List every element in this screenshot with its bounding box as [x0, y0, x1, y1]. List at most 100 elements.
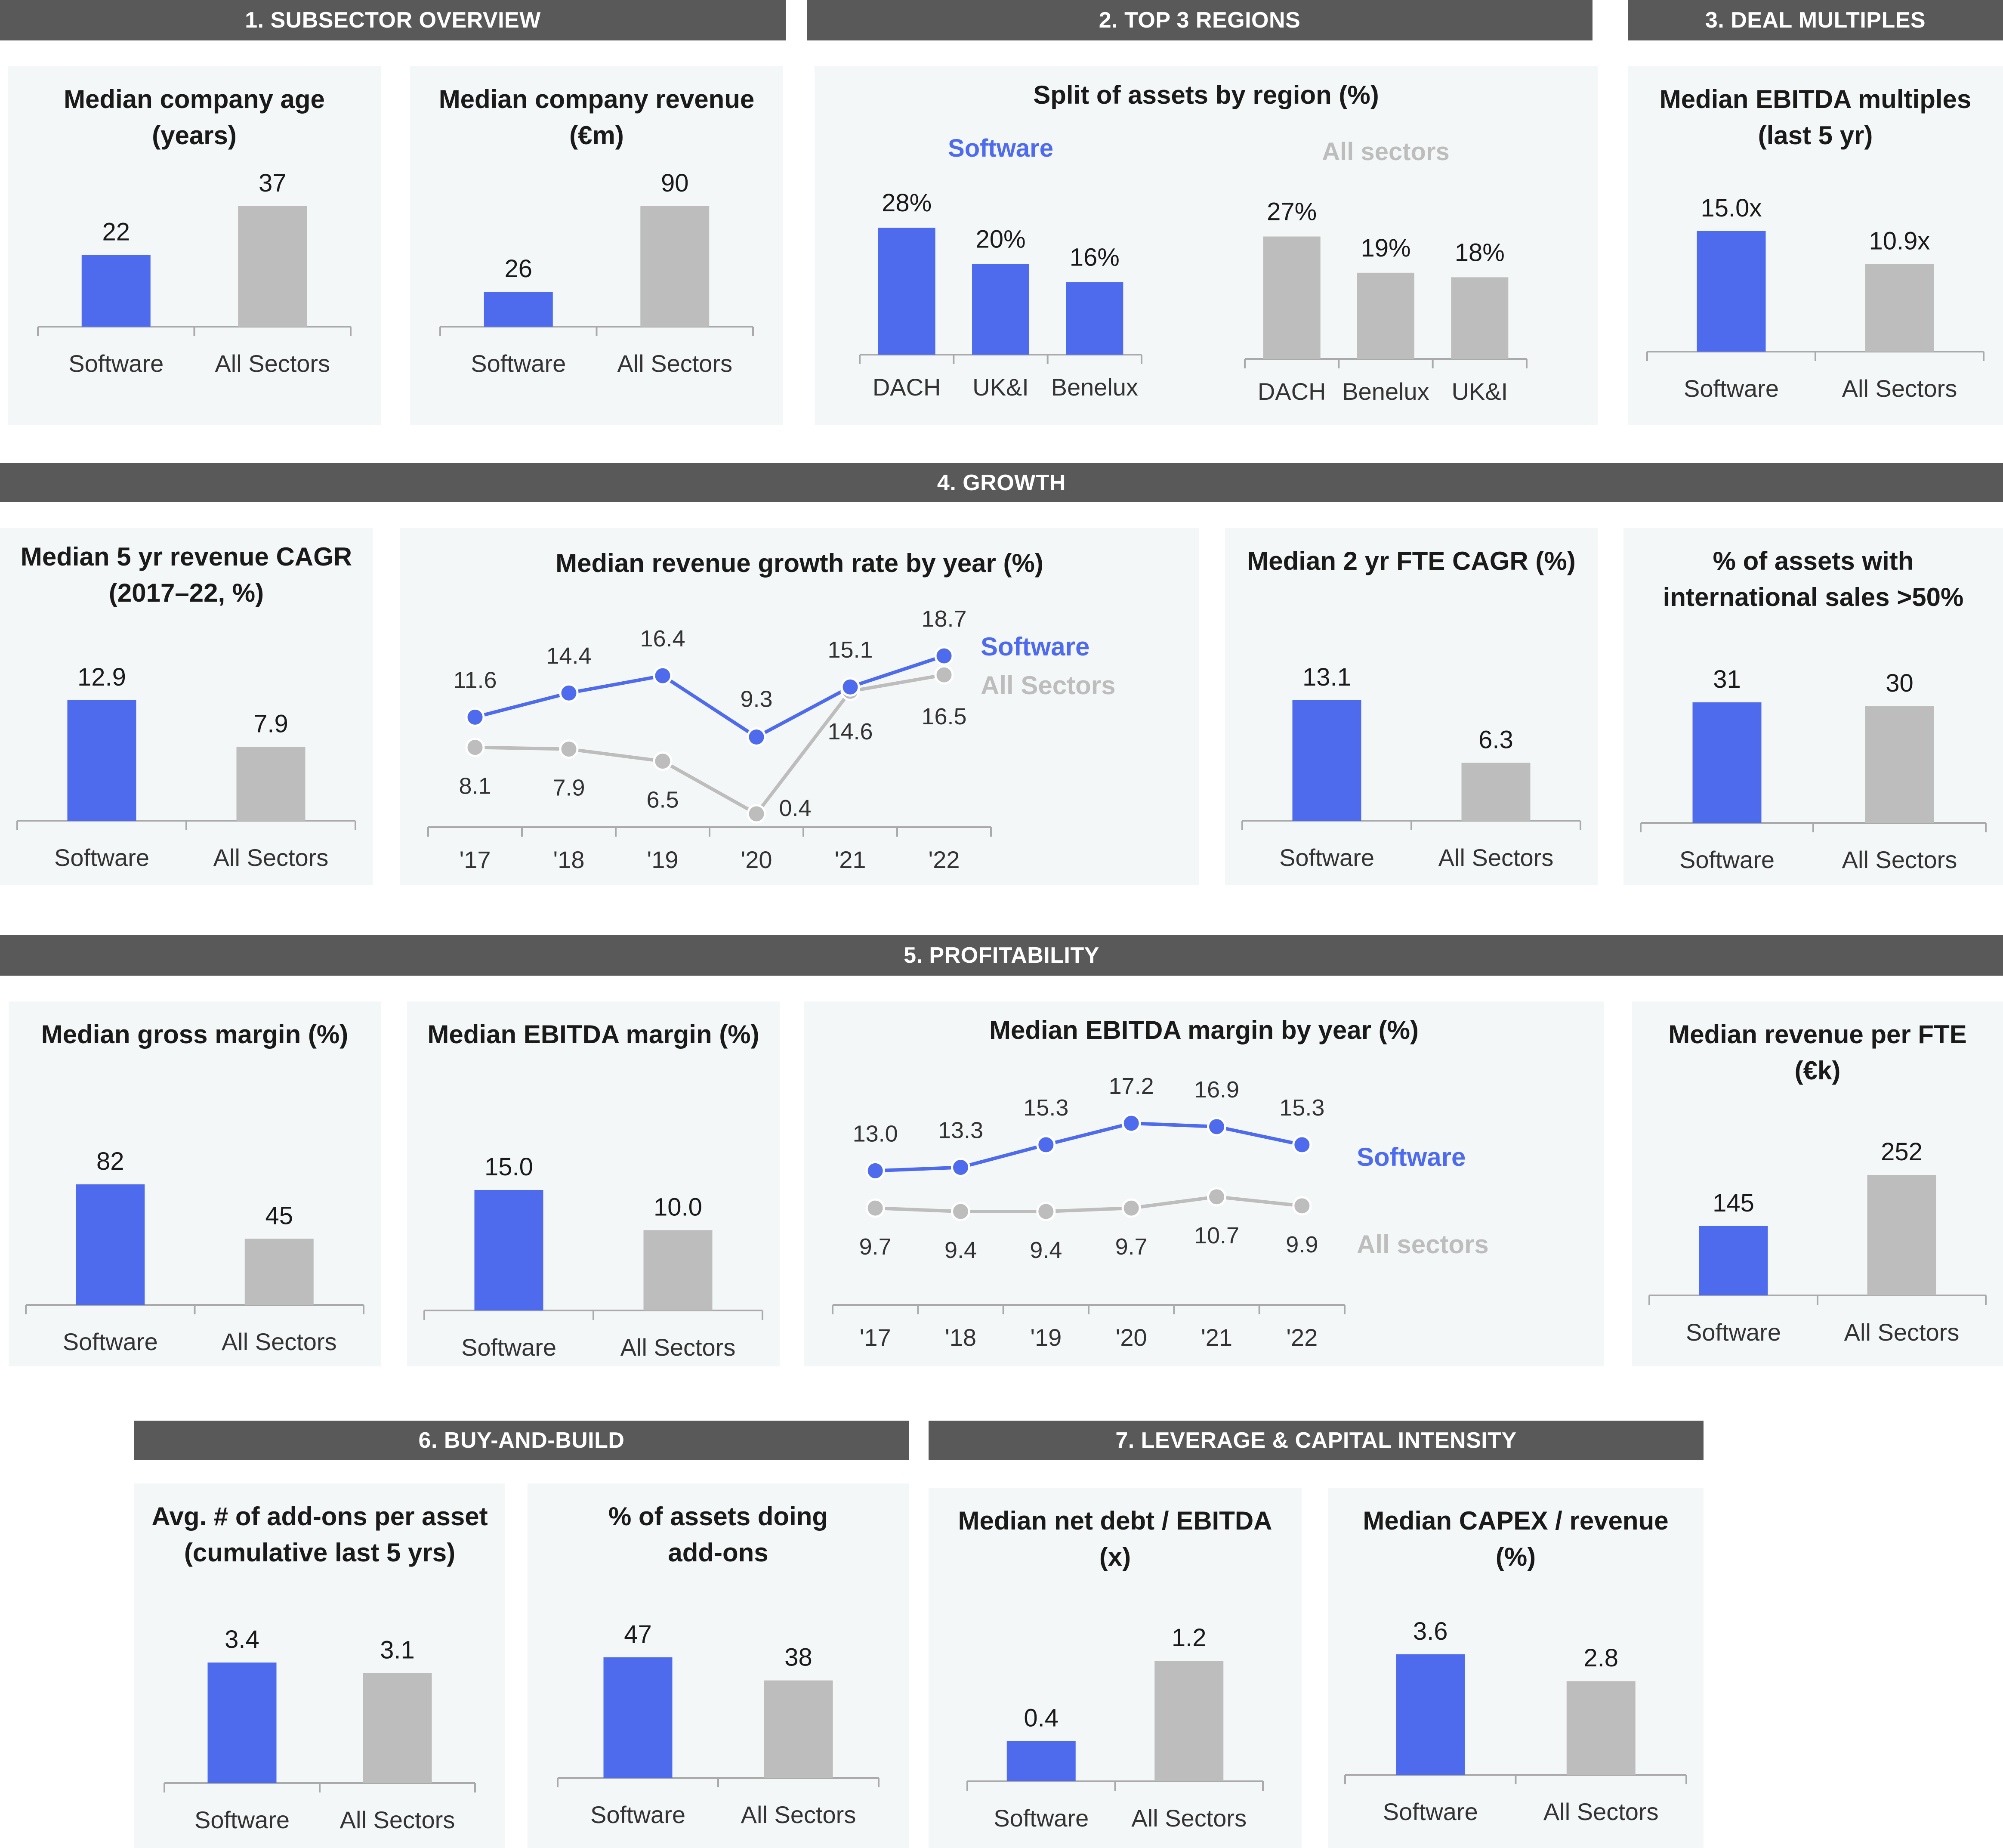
data-label: 6.3	[1478, 726, 1513, 754]
x-tick-label: Software	[461, 1334, 556, 1361]
chart-title-line: (€m)	[569, 121, 624, 150]
data-point	[1207, 1187, 1226, 1207]
chart-title-line: (x)	[1099, 1542, 1131, 1571]
chart-title-line: % of assets doing	[608, 1502, 828, 1531]
data-label: 16.4	[640, 626, 685, 652]
chart-canvas: 82 Software 45 All Sectors	[25, 1147, 364, 1355]
x-tick-label: All Sectors	[1438, 844, 1554, 871]
data-point	[951, 1158, 970, 1177]
bar-all-sectors	[640, 206, 710, 327]
chart-title: Median EBITDA margin (%)	[411, 1017, 775, 1053]
chart-title: Avg. # of add-ons per asset (cumulative l…	[139, 1499, 501, 1571]
bar-all-sectors	[764, 1680, 833, 1778]
data-label: 8.1	[459, 773, 491, 799]
bar-software	[1697, 231, 1766, 352]
chart-title-line: Avg. # of add-ons per asset	[151, 1502, 488, 1531]
x-tick-label: All Sectors	[1543, 1798, 1659, 1825]
bar-software	[67, 700, 136, 821]
x-tick-label: '19	[647, 846, 679, 873]
x-tick-label: Software	[1383, 1798, 1478, 1825]
series-line-all-sectors	[875, 1195, 1302, 1213]
bar-all-sectors	[1154, 1661, 1224, 1781]
data-label: 9.7	[859, 1234, 892, 1260]
chart-canvas: '17 '18 '19 '20 '21 '22 9.7 9.4 9.4 9.7 10.7 9.9 All…	[832, 1073, 1489, 1351]
chart-addons-per-asset: Avg. # of add-ons per asset (cumulative l…	[134, 1483, 505, 1848]
x-tick-label: '17	[460, 846, 491, 873]
chart-ebitda-margin-by-year: Median EBITDA margin by year (%) '17'18'1…	[804, 1001, 1604, 1366]
data-label: 15.0	[485, 1153, 533, 1181]
chart-title: Median 5 yr revenue CAGR (2017–22, %)	[4, 539, 368, 611]
section-header-growth: 4. GROWTH	[0, 463, 2003, 502]
data-label: 6.5	[646, 787, 679, 813]
data-label: 10.7	[1194, 1223, 1239, 1248]
data-label: 30	[1886, 669, 1913, 697]
section-header-top-regions: 2. TOP 3 REGIONS	[807, 0, 1593, 40]
bar-dach	[1263, 236, 1321, 359]
x-tick-label: '18	[553, 846, 585, 873]
x-tick-label: All Sectors	[617, 350, 732, 377]
series-line-all-sectors	[475, 673, 944, 816]
data-label: 2.8	[1583, 1644, 1618, 1672]
chart-canvas: 31 Software 30 All Sectors	[1640, 665, 1987, 873]
chart-canvas: 0.4 Software 1.2 All Sectors	[966, 1624, 1264, 1832]
data-point	[747, 727, 766, 747]
chart-canvas: 15.0 Software 10.0 All Sectors	[423, 1153, 763, 1361]
bar-software	[603, 1657, 673, 1778]
data-label: 22	[102, 218, 130, 246]
series-line-software	[875, 1122, 1302, 1173]
chart-title: Median revenue growth rate by year (%)	[404, 545, 1195, 581]
chart-capex-revenue: Median CAPEX / revenue (%) 3.6 Software 2.8 A…	[1328, 1488, 1704, 1848]
data-point	[1121, 1113, 1141, 1133]
bar-all-sectors	[244, 1239, 314, 1305]
data-label: 1.2	[1172, 1624, 1207, 1652]
bar-benelux	[1066, 282, 1123, 355]
data-point	[559, 683, 579, 703]
data-point	[559, 739, 579, 759]
x-tick-label: All Sectors	[1844, 1319, 1960, 1346]
data-label: 15.3	[1279, 1095, 1324, 1121]
x-tick-label: All Sectors	[1131, 1805, 1247, 1832]
chart-title-line: Median gross margin (%)	[41, 1020, 349, 1049]
x-tick-label: Software	[1279, 844, 1374, 871]
x-tick-label: Benelux	[1342, 378, 1429, 405]
chart-title-line: Median EBITDA multiples	[1659, 85, 1972, 114]
chart-median-company-revenue: Median company revenue (€m) 26 Software 90 Al…	[410, 66, 783, 425]
data-label: 17.2	[1109, 1073, 1154, 1099]
section-header-profitability: 5. PROFITABILITY	[0, 935, 2003, 976]
chart-title-line: Median company revenue	[438, 85, 755, 114]
bar-software	[484, 292, 553, 327]
chart-title: Median EBITDA margin by year (%)	[808, 1012, 1600, 1048]
data-point	[747, 804, 766, 824]
data-point	[934, 665, 954, 685]
chart-assets-doing-addons: % of assets doing add-ons 47 Software 38 All …	[528, 1483, 909, 1848]
data-label: 12.9	[77, 663, 126, 691]
x-tick-label: Software	[1686, 1319, 1781, 1346]
bar-benelux	[1357, 272, 1414, 359]
bar-all-sectors	[1865, 264, 1934, 352]
data-label: 27%	[1267, 198, 1317, 226]
chart-international-sales: % of assets with international sales >50%…	[1623, 528, 2003, 885]
bar-software	[1396, 1654, 1465, 1775]
x-tick-label: UK&I	[1451, 378, 1508, 405]
chart-canvas: Software 28% DACH 20% UK&I 16% Benelux All sect…	[859, 134, 1528, 405]
data-label: 14.6	[827, 719, 873, 745]
chart-title-line: Median 2 yr FTE CAGR (%)	[1247, 547, 1576, 575]
data-label: 18%	[1455, 238, 1505, 266]
bar-software	[207, 1663, 277, 1783]
data-label: 0.4	[779, 795, 811, 821]
chart-title: Median CAPEX / revenue (%)	[1332, 1503, 1699, 1575]
x-tick-label: '22	[929, 846, 960, 873]
chart-title-line: (%)	[1495, 1542, 1536, 1571]
x-tick-label: '20	[741, 846, 772, 873]
x-tick-label: Software	[54, 844, 149, 871]
bar-software	[1699, 1226, 1768, 1295]
data-label: 28%	[882, 189, 932, 217]
data-point	[465, 707, 485, 727]
data-label: 13.3	[938, 1118, 983, 1143]
chart-fte-cagr: Median 2 yr FTE CAGR (%) 13.1 Software 6.3 A…	[1225, 528, 1598, 885]
chart-title-line: (€k)	[1794, 1056, 1841, 1085]
x-tick-label: DACH	[873, 374, 941, 401]
data-label: 15.1	[827, 637, 873, 663]
chart-median-company-age: Median company age (years) 22 Software 37 All…	[8, 66, 381, 425]
x-tick-label: Software	[68, 350, 164, 377]
